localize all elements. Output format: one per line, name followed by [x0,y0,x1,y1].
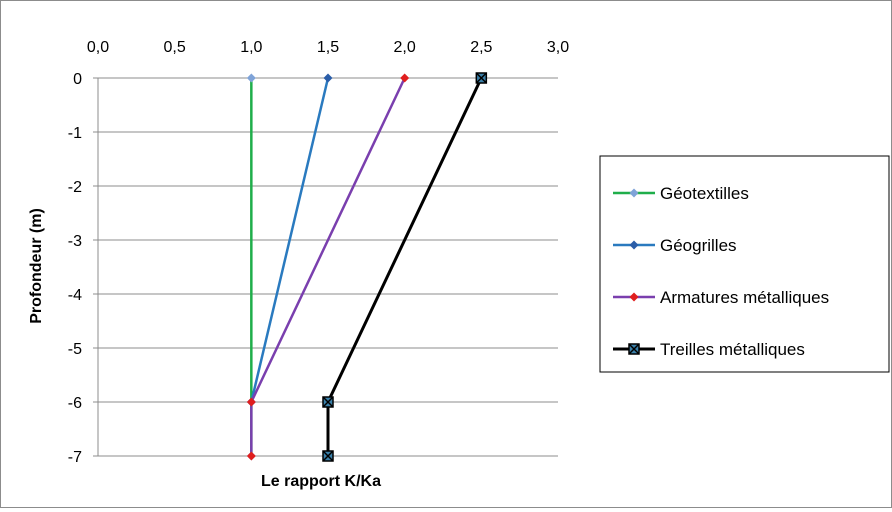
x-axis-title: Le rapport K/Ka [261,473,381,490]
x-tick-label: 0,5 [164,39,186,56]
y-axis-title: Profondeur (m) [28,208,45,324]
y-tick-labels: 0 -1 -2 -3 -4 -5 -6 -7 [68,71,82,466]
y-tick-label: -2 [68,179,82,196]
marker-diamond [246,397,256,407]
marker-diamond [246,73,256,83]
y-tick-label: -5 [68,341,82,358]
series-markers [246,72,488,462]
x-tick-label: 1,0 [240,39,262,56]
legend-label: Armatures métalliques [660,288,829,307]
marker-x-square [628,343,640,355]
marker-cross [475,72,487,84]
marker-x-square [475,72,488,84]
x-tick-labels: 0,0 0,5 1,0 1,5 2,0 2,5 3,0 [87,39,569,56]
legend-label: Géogrilles [660,236,737,255]
y-tick-label: -6 [68,395,82,412]
legend: Géotextilles Géogrilles Armatures métalliq… [599,155,890,373]
marker-diamond [323,73,333,83]
series-line [250,77,330,403]
y-tick-label: 0 [73,71,82,88]
marker-diamond [629,188,639,198]
marker-diamond [629,292,639,302]
series-lines [250,77,483,456]
y-tick-label: -7 [68,449,82,466]
legend-item: Géogrilles [613,236,737,255]
legend-item: Géotextilles [613,184,749,203]
legend-item: Armatures métalliques [613,288,829,307]
legend-label: Treilles métalliques [660,340,805,359]
x-tick-label: 2,0 [394,39,416,56]
x-tick-label: 3,0 [547,39,569,56]
marker-diamond [400,73,410,83]
series-line [326,77,483,456]
x-tick-label: 1,5 [317,39,339,56]
marker-diamond [246,451,256,461]
marker-x-square [322,396,334,408]
x-tick-label: 0,0 [87,39,109,56]
marker-x-square [322,450,334,462]
marker-cross [628,343,640,355]
y-tick-label: -1 [68,125,82,142]
legend-label: Géotextilles [660,184,749,203]
marker-diamond [629,240,639,250]
y-tick-label: -3 [68,233,82,250]
legend-item: Treilles métalliques [613,340,805,359]
gridlines [93,77,558,457]
marker-cross [322,450,334,462]
y-tick-label: -4 [68,287,82,304]
x-tick-label: 2,5 [470,39,492,56]
marker-cross [322,396,334,408]
